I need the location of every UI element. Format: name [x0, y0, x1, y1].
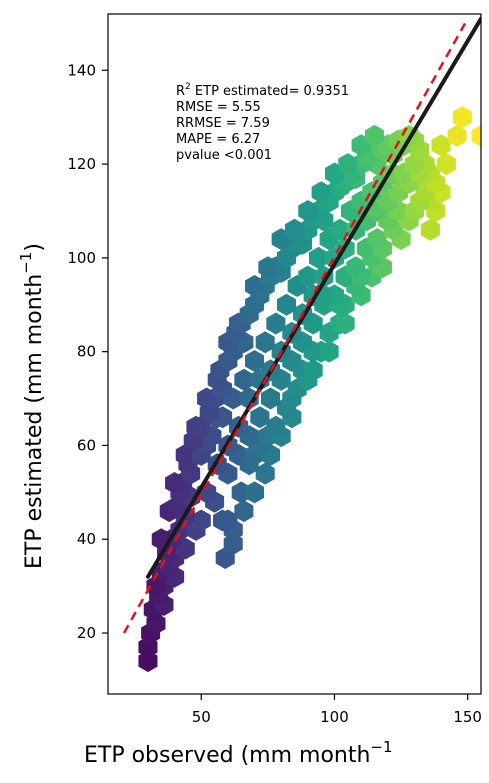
data-point	[431, 134, 451, 157]
data-point	[452, 106, 472, 129]
regression-line	[145, 16, 481, 579]
x-axis-label: ETP observed (mm month−1	[84, 738, 393, 768]
data-point	[138, 650, 158, 673]
data-point	[218, 509, 238, 532]
x-tick-label: 150	[453, 708, 482, 726]
data-point	[303, 359, 323, 382]
data-point	[266, 415, 286, 438]
data-point	[364, 124, 384, 147]
data-point	[234, 368, 254, 391]
data-point	[420, 218, 440, 241]
y-tick-label: 40	[77, 530, 96, 548]
x-tick-label: 100	[320, 708, 349, 726]
data-point	[298, 265, 318, 288]
data-point	[245, 275, 265, 297]
data-point	[436, 153, 456, 176]
y-tick-label: 120	[67, 155, 96, 173]
y-axis-label: ETP estimated (mm month−1)	[17, 243, 47, 569]
data-point	[266, 312, 286, 335]
data-point	[191, 509, 211, 532]
data-point	[245, 481, 265, 504]
y-tick-label: 140	[67, 61, 96, 79]
data-point	[367, 228, 387, 251]
data-point	[335, 312, 355, 335]
data-point	[186, 415, 206, 438]
one-to-one-line	[122, 22, 467, 634]
data-point	[298, 199, 318, 222]
data-point	[346, 256, 366, 279]
data-point	[284, 218, 305, 241]
y-axis-ticks: 20 40 60 80 100 120 140	[67, 61, 108, 642]
data-point	[165, 471, 185, 494]
data-point	[308, 246, 328, 269]
data-point	[255, 331, 275, 354]
data-point	[258, 256, 278, 279]
data-point	[197, 387, 217, 410]
data-point	[471, 124, 481, 147]
r2-annotation: R2 ETP estimated= 0.9351	[176, 82, 349, 99]
y-tick-label: 80	[77, 343, 96, 361]
plot-frame	[107, 13, 482, 695]
data-point	[319, 340, 339, 363]
x-tick-label: 50	[192, 708, 211, 726]
hexbin-points	[138, 106, 481, 673]
data-point	[338, 153, 358, 176]
rmse-annotation: RMSE = 5.55	[176, 100, 261, 115]
data-point	[330, 218, 350, 241]
data-point	[276, 293, 297, 316]
y-tick-label: 20	[77, 624, 96, 642]
data-point	[311, 181, 331, 204]
mape-annotation: MAPE = 6.27	[176, 132, 260, 147]
data-point	[255, 462, 275, 485]
rrmse-annotation: RRMSE = 7.59	[176, 116, 270, 131]
fit-lines	[122, 16, 481, 634]
data-point	[447, 124, 467, 147]
pvalue-annotation: pvalue <0.001	[176, 148, 272, 163]
y-tick-label: 60	[77, 436, 96, 454]
statistics-annotation: R2 ETP estimated= 0.9351 RMSE = 5.55 RRM…	[176, 82, 349, 163]
data-point	[223, 532, 243, 555]
data-point	[245, 350, 265, 373]
data-point	[239, 387, 259, 410]
data-point	[261, 387, 281, 410]
data-point	[234, 500, 254, 523]
x-axis-ticks: 50 100 150	[192, 694, 482, 726]
y-tick-label: 100	[67, 249, 96, 267]
data-point	[250, 406, 270, 429]
